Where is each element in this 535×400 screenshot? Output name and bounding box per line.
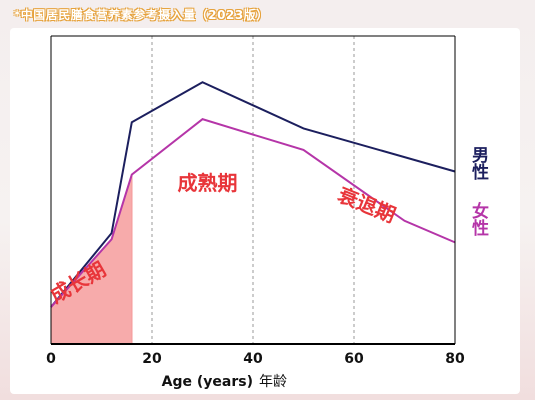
x-tick-label: 0: [46, 351, 56, 367]
series-line-male: [50, 81, 456, 308]
x-tick-label: 20: [142, 351, 162, 367]
x-axis-title-cn: 年龄: [259, 374, 287, 390]
legend-male: 男性: [468, 146, 489, 181]
axes: [50, 35, 456, 345]
x-tick-label: 60: [344, 351, 364, 367]
x-tick-label: 40: [243, 351, 263, 367]
x-axis-title: Age (years): [162, 374, 253, 390]
growth-region-fill: [51, 174, 132, 344]
phase-label: 成熟期: [178, 171, 238, 195]
x-tick-label: 80: [445, 351, 465, 367]
growth-shaded-region: [51, 174, 133, 344]
x-tick-labels: 0 20 40 60 80: [46, 351, 465, 367]
phase-label: 衰退期: [333, 182, 399, 227]
series-line-female: [50, 118, 456, 308]
legend-female: 女性: [468, 201, 489, 237]
source-note: *中国居民膳食营养素参考摄入量（2023版）: [14, 8, 269, 22]
series-lines: [50, 81, 456, 308]
